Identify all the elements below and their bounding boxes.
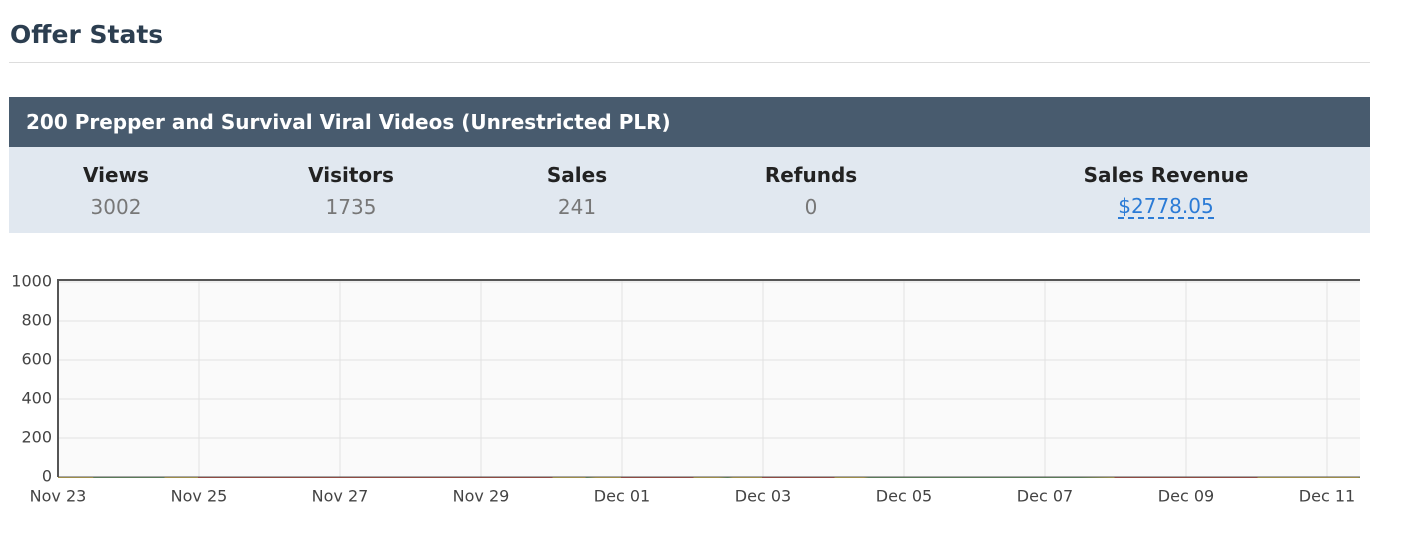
x-tick-label: Nov 23 — [30, 487, 87, 506]
y-tick-label: 200 — [21, 428, 52, 447]
page-title: Offer Stats — [10, 20, 164, 49]
y-tick-label: 0 — [42, 467, 52, 486]
x-tick-label: Nov 25 — [171, 487, 228, 506]
stat: Views 3002 — [0, 163, 236, 219]
stat-label: Sales Revenue — [1083, 163, 1249, 187]
stat: Sales Revenue $2778.05 — [1046, 163, 1286, 219]
stat-label: Views — [83, 163, 149, 187]
x-tick-label: Nov 29 — [453, 487, 510, 506]
x-tick-label: Dec 07 — [1017, 487, 1073, 506]
x-tick-label: Dec 11 — [1299, 487, 1355, 506]
x-tick-label: Nov 27 — [312, 487, 369, 506]
stats-panel: Views 3002 Visitors 1735 Sales 241 Refunds 0 Sal… — [9, 147, 1370, 233]
offer-name: 200 Prepper and Survival Viral Videos (U… — [9, 97, 1370, 147]
divider — [9, 62, 1370, 63]
stat-value: 0 — [804, 195, 818, 219]
stat-value: 241 — [557, 195, 597, 219]
stat-label: Sales — [546, 163, 608, 187]
x-tick-label: Dec 01 — [594, 487, 650, 506]
plot-background — [58, 280, 1360, 477]
revenue-link[interactable]: $2778.05 — [1118, 194, 1214, 219]
stat: Refunds 0 — [691, 163, 931, 219]
x-tick-label: Dec 05 — [876, 487, 932, 506]
plot-frame — [57, 279, 1360, 477]
stat: Sales 241 — [457, 163, 697, 219]
stat: Visitors 1735 — [231, 163, 471, 219]
stat-label: Visitors — [308, 163, 394, 187]
y-tick-label: 800 — [21, 311, 52, 330]
stat-value: 3002 — [90, 195, 142, 219]
y-tick-label: 600 — [21, 350, 52, 369]
stat-value: 1735 — [325, 195, 377, 219]
y-tick-label: 1000 — [11, 272, 52, 291]
x-tick-label: Dec 03 — [735, 487, 791, 506]
y-tick-label: 400 — [21, 389, 52, 408]
stat-label: Refunds — [764, 163, 858, 187]
x-tick-label: Dec 09 — [1158, 487, 1214, 506]
